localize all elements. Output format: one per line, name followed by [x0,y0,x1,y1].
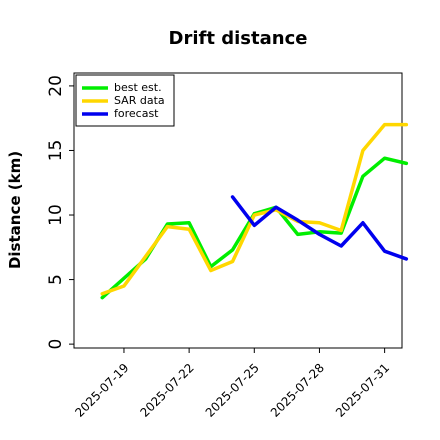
legend-entry: best est. [114,81,162,94]
series-line-forecast [230,195,409,261]
x-tick-label: 2025-07-22 [138,361,197,420]
x-tick-label: 2025-07-31 [333,361,392,420]
series-layer [100,122,409,300]
y-tick-label: 0 [46,339,66,350]
series-line-best-est [100,156,409,300]
x-axis: 2025-07-19 2025-07-22 2025-07-25 2025-07-28… [72,348,392,420]
y-tick-label: 20 [46,75,66,97]
y-tick-label: 5 [46,274,66,285]
y-axis: 0 5 10 15 20 [46,75,74,350]
x-tick-label: 2025-07-25 [203,361,262,420]
series-line-sar-data [100,122,409,296]
legend-entry: SAR data [114,94,165,107]
x-tick-label: 2025-07-19 [72,361,131,420]
y-tick-label: 10 [46,204,66,226]
legend-entry: forecast [114,107,159,120]
plot-area [73,72,403,349]
y-tick-label: 15 [46,140,66,162]
y-axis-label: Distance (km) [6,151,24,269]
chart-title: Drift distance [169,28,308,49]
x-tick-label: 2025-07-28 [268,361,327,420]
